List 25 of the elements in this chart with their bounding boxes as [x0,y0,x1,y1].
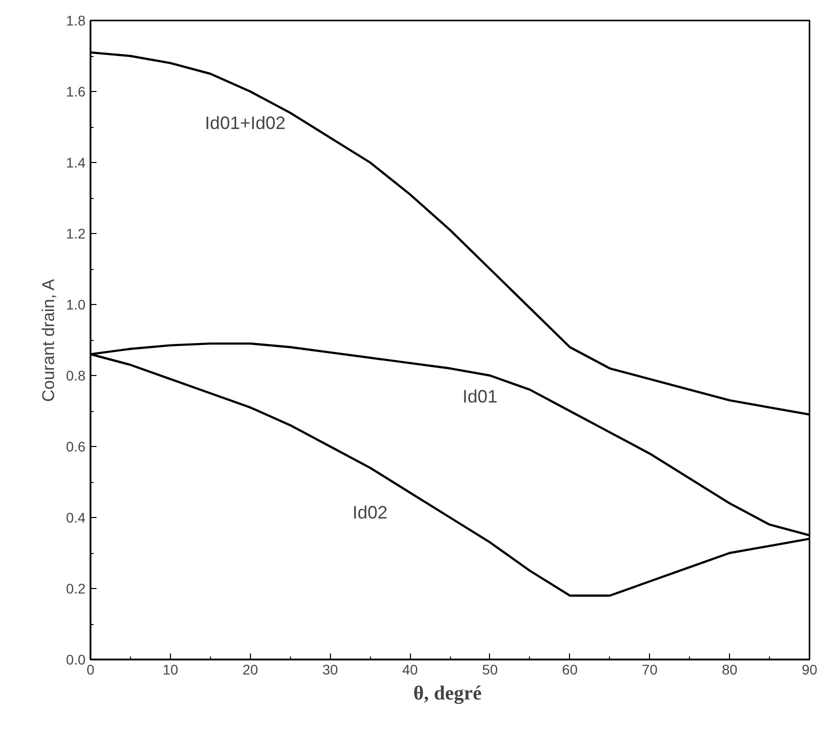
y-tick-label: 1.4 [66,154,86,170]
x-tick-label: 50 [482,662,498,678]
x-tick-label: 60 [562,662,578,678]
x-tick-label: 40 [402,662,418,678]
series-label: Id01 [462,386,498,406]
x-tick-label: 30 [322,662,338,678]
x-tick-label: 10 [162,662,178,678]
x-axis-title: θ, degré [413,682,482,704]
series-label: Id01+Id02 [204,112,286,133]
x-tick-label: 0 [86,662,95,678]
x-tick-label: 20 [242,662,258,678]
y-tick-label: 0.8 [66,368,86,384]
y-tick-label: 1.0 [66,296,86,312]
y-tick-label: 1.2 [66,226,86,242]
series-label: Id02 [352,502,388,523]
y-tick-label: 0.2 [66,580,86,596]
y-tick-label: 1.8 [66,12,86,28]
y-axis-title: Courant drain, A [39,278,58,402]
y-tick-label: 1.6 [66,84,86,100]
y-tick-label: 0.6 [66,438,86,454]
y-tick-label: 0.4 [66,510,86,526]
x-tick-label: 90 [802,662,818,678]
y-tick-label: 0.0 [66,652,86,668]
x-tick-label: 70 [642,662,658,678]
x-tick-label: 80 [722,662,738,678]
